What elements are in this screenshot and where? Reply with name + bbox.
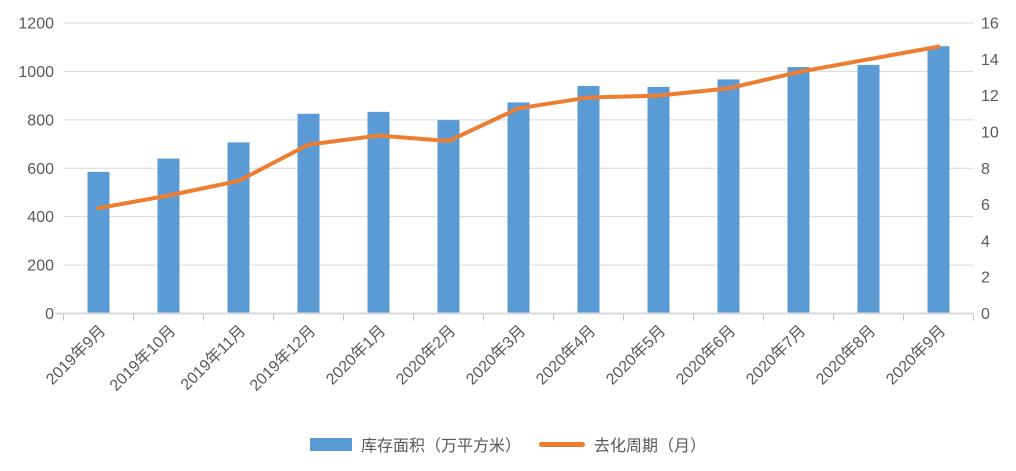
legend-label-inventory-area: 库存面积（万平方米） <box>360 438 521 455</box>
legend-item-depletion-cycle: 去化周期（月） <box>539 432 706 456</box>
x-axis-label: 2020年1月 <box>323 322 390 389</box>
y-axis-label-right: 14 <box>981 52 999 69</box>
y-axis-label-left: 1000 <box>18 64 54 81</box>
bar <box>717 79 740 314</box>
x-axis-label: 2019年11月 <box>177 322 249 394</box>
x-axis-label: 2020年6月 <box>673 322 740 389</box>
y-axis-label-left: 0 <box>45 306 54 323</box>
y-axis-label-right: 8 <box>981 161 990 178</box>
bar <box>297 113 320 314</box>
x-axis-label: 2020年3月 <box>463 322 530 389</box>
legend-item-inventory-area: 库存面积（万平方米） <box>309 432 521 456</box>
bar <box>157 158 180 314</box>
bar <box>577 85 600 314</box>
bar <box>507 102 530 314</box>
y-axis-label-right: 16 <box>981 16 999 33</box>
bar <box>87 171 110 314</box>
bar-series-swatch-icon <box>309 437 352 451</box>
y-axis-label-right: 12 <box>981 88 999 105</box>
x-axis-label: 2019年9月 <box>43 322 110 389</box>
x-axis-label: 2020年5月 <box>603 322 670 389</box>
y-axis-label-right: 6 <box>981 197 990 214</box>
y-axis-label-left: 800 <box>27 112 54 129</box>
legend: 库存面积（万平方米） 去化周期（月） <box>0 432 1016 456</box>
x-axis-label: 2020年2月 <box>393 322 460 389</box>
line-series-swatch-icon <box>539 441 585 447</box>
y-axis-label-left: 200 <box>27 258 54 275</box>
x-axis-label: 2020年4月 <box>533 322 600 389</box>
bar <box>367 111 390 314</box>
y-axis-label-right: 0 <box>981 306 990 323</box>
y-axis-label-right: 4 <box>981 233 990 250</box>
y-axis-label-left: 600 <box>27 161 54 178</box>
bar <box>857 64 880 314</box>
x-axis-label: 2020年9月 <box>883 322 950 389</box>
y-axis-label-left: 1200 <box>18 16 54 33</box>
bar <box>927 46 950 314</box>
x-axis-label: 2020年7月 <box>743 322 810 389</box>
x-axis-label: 2019年12月 <box>246 322 319 395</box>
y-axis-label-left: 400 <box>27 209 54 226</box>
bar <box>437 120 460 314</box>
x-axis-label: 2020年8月 <box>813 322 880 389</box>
bar <box>647 86 670 314</box>
line-series <box>96 44 941 211</box>
y-axis-label-right: 2 <box>981 270 990 287</box>
bar <box>227 142 250 314</box>
y-axis-label-right: 10 <box>981 124 999 141</box>
bar <box>787 67 810 314</box>
x-axis-label: 2019年10月 <box>106 322 179 395</box>
legend-label-depletion-cycle: 去化周期（月） <box>594 438 707 455</box>
